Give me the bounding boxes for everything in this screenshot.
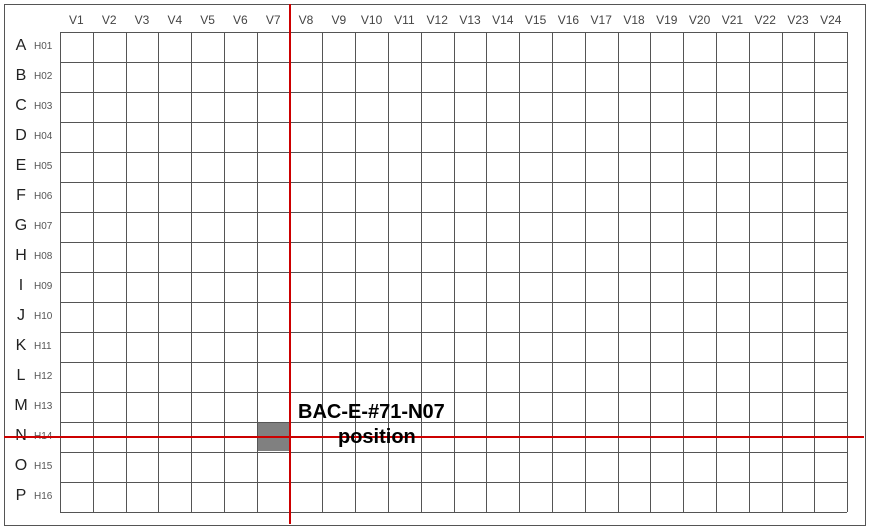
row-code: H01 (34, 41, 52, 52)
col-header: V16 (552, 6, 585, 34)
col-header: V3 (126, 6, 159, 34)
position-annotation: BAC-E-#71-N07position (298, 400, 445, 450)
col-header: V18 (618, 6, 651, 34)
col-header: V1 (60, 6, 93, 34)
col-header: V24 (814, 6, 847, 34)
col-header: V13 (454, 6, 487, 34)
grid-line (60, 242, 847, 243)
row-code: H16 (34, 491, 52, 502)
grid-line (60, 482, 847, 483)
col-header: V14 (486, 6, 519, 34)
col-header: V23 (782, 6, 815, 34)
grid-line (60, 122, 847, 123)
row-letter: B (12, 67, 30, 85)
row-code: H05 (34, 161, 52, 172)
row-letter: J (12, 307, 30, 325)
col-header: V4 (158, 6, 191, 34)
row-code: H15 (34, 461, 52, 472)
grid-line (60, 332, 847, 333)
row-code: H10 (34, 311, 52, 322)
row-letter: E (12, 157, 30, 175)
grid-line (60, 152, 847, 153)
row-code: H08 (34, 251, 52, 262)
col-header: V5 (191, 6, 224, 34)
grid-line (60, 212, 847, 213)
row-letter: M (12, 397, 30, 415)
row-code: H12 (34, 371, 52, 382)
col-header: V7 (257, 6, 290, 34)
grid-line (60, 92, 847, 93)
row-letter: C (12, 97, 30, 115)
row-letter: O (12, 457, 30, 475)
row-code: H02 (34, 71, 52, 82)
grid-line (60, 62, 847, 63)
col-header: V19 (650, 6, 683, 34)
row-code: H13 (34, 401, 52, 412)
row-letter: L (12, 367, 30, 385)
grid-line (60, 512, 847, 513)
row-code: H04 (34, 131, 52, 142)
row-letter: H (12, 247, 30, 265)
grid-line (60, 392, 847, 393)
grid-line (60, 32, 847, 33)
col-header: V12 (421, 6, 454, 34)
row-code: H07 (34, 221, 52, 232)
grid-line (847, 32, 848, 512)
col-header: V9 (322, 6, 355, 34)
col-header: V22 (749, 6, 782, 34)
grid-line (60, 422, 847, 423)
col-header: V2 (93, 6, 126, 34)
col-header: V15 (519, 6, 552, 34)
annotation-line2: position (298, 425, 445, 450)
row-code: H06 (34, 191, 52, 202)
grid-line (60, 302, 847, 303)
row-code: H03 (34, 101, 52, 112)
row-letter: F (12, 187, 30, 205)
col-header: V10 (355, 6, 388, 34)
grid-line (60, 182, 847, 183)
row-letter: G (12, 217, 30, 235)
col-header: V20 (683, 6, 716, 34)
col-header: V21 (716, 6, 749, 34)
grid-line (60, 362, 847, 363)
grid-line (60, 272, 847, 273)
col-header: V6 (224, 6, 257, 34)
row-letter: P (12, 487, 30, 505)
col-header: V17 (585, 6, 618, 34)
col-header: V11 (388, 6, 421, 34)
annotation-line1: BAC-E-#71-N07 (298, 400, 445, 425)
row-code: H09 (34, 281, 52, 292)
crosshair-vertical (289, 4, 291, 524)
row-letter: D (12, 127, 30, 145)
row-letter: K (12, 337, 30, 355)
row-letter: I (12, 277, 30, 295)
col-header: V8 (290, 6, 323, 34)
row-code: H11 (34, 341, 52, 352)
grid-line (60, 452, 847, 453)
row-letter: A (12, 37, 30, 55)
